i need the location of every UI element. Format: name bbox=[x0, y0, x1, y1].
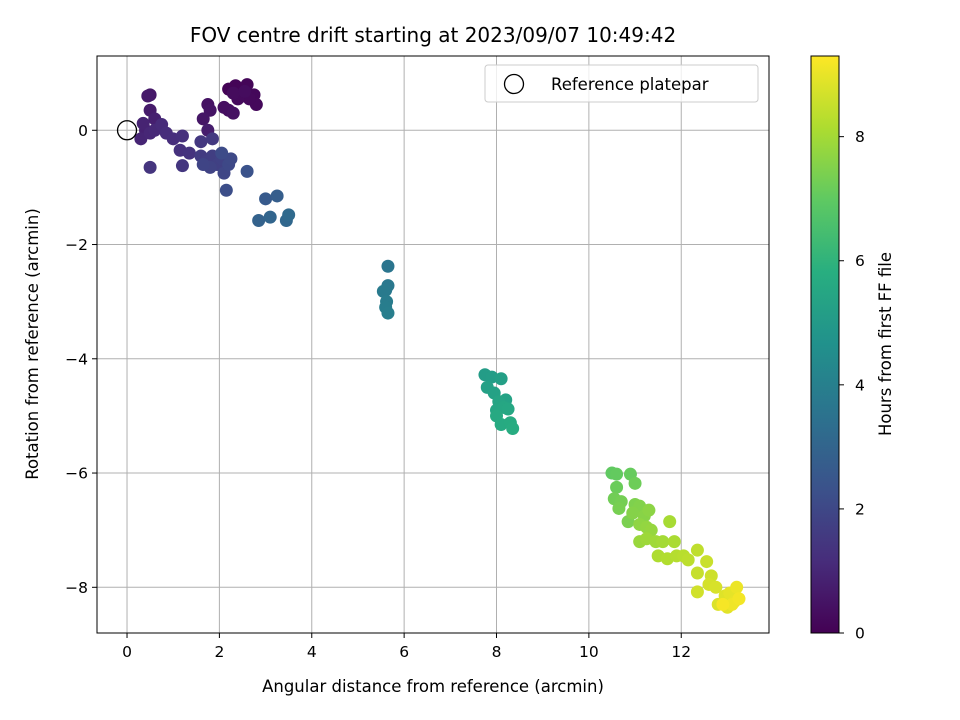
data-point bbox=[282, 208, 296, 222]
data-point bbox=[663, 515, 677, 529]
data-point bbox=[626, 506, 640, 520]
data-point bbox=[263, 210, 277, 224]
colorbar: 0 2 4 6 8 Hours from first FF file bbox=[810, 55, 895, 643]
data-point bbox=[642, 503, 656, 517]
x-tick-label: 0 bbox=[122, 643, 132, 661]
y-tick-label: −4 bbox=[65, 350, 88, 368]
data-point bbox=[175, 129, 189, 143]
data-point bbox=[215, 146, 229, 160]
data-point bbox=[700, 555, 714, 569]
colorbar-tick-label: 6 bbox=[855, 252, 865, 270]
x-tick-label: 12 bbox=[671, 643, 691, 661]
x-tick-label: 8 bbox=[492, 643, 502, 661]
data-point bbox=[175, 159, 189, 173]
colorbar-gradient bbox=[810, 55, 840, 634]
colorbar-tick-label: 0 bbox=[855, 625, 865, 643]
y-axis-label: Rotation from reference (arcmin) bbox=[23, 208, 42, 480]
data-point bbox=[667, 535, 681, 549]
legend-box bbox=[484, 64, 759, 103]
data-point bbox=[194, 135, 208, 149]
y-tick-label: −6 bbox=[65, 465, 88, 483]
data-point bbox=[143, 160, 157, 174]
data-point bbox=[196, 112, 210, 126]
data-point bbox=[709, 580, 723, 594]
plot-frame bbox=[96, 55, 770, 634]
data-point bbox=[381, 306, 395, 320]
legend-reference-marker bbox=[503, 73, 525, 95]
data-point bbox=[205, 132, 219, 146]
legend-entry-reference: Reference platepar bbox=[551, 75, 709, 94]
reference-marker-group bbox=[116, 120, 138, 141]
data-point bbox=[252, 214, 266, 228]
data-point bbox=[732, 592, 746, 606]
data-point bbox=[136, 116, 150, 130]
colorbar-label: Hours from first FF file bbox=[876, 252, 895, 436]
data-point bbox=[376, 284, 390, 298]
x-tick-label: 4 bbox=[307, 643, 317, 661]
colorbar-tick-label: 8 bbox=[855, 128, 865, 146]
data-point bbox=[656, 535, 670, 549]
y-tick-label: 0 bbox=[78, 122, 88, 140]
y-tick-label: −8 bbox=[65, 579, 88, 597]
data-point bbox=[610, 480, 624, 494]
data-point bbox=[238, 84, 252, 98]
data-point bbox=[381, 259, 395, 273]
x-tick-label: 6 bbox=[399, 643, 409, 661]
data-point bbox=[182, 146, 196, 160]
colorbar-ticks: 0 2 4 6 8 bbox=[839, 128, 865, 643]
x-axis-label: Angular distance from reference (arcmin) bbox=[262, 677, 604, 696]
x-tick-label: 10 bbox=[579, 643, 599, 661]
reference-platepar-marker bbox=[116, 120, 138, 141]
data-point bbox=[259, 192, 273, 206]
x-tick-label: 2 bbox=[214, 643, 224, 661]
colorbar-tick-label: 2 bbox=[855, 500, 865, 518]
data-point bbox=[240, 164, 254, 178]
data-point bbox=[226, 106, 240, 120]
data-point bbox=[506, 421, 520, 435]
data-point bbox=[494, 372, 508, 386]
data-point bbox=[270, 189, 284, 203]
data-point bbox=[628, 476, 642, 490]
data-point bbox=[610, 467, 624, 481]
data-point bbox=[716, 597, 730, 611]
data-point bbox=[690, 543, 704, 557]
data-point bbox=[141, 89, 155, 103]
data-point bbox=[196, 158, 210, 172]
x-axis-ticks: 0 2 4 6 8 10 12 bbox=[122, 633, 691, 661]
data-point bbox=[690, 566, 704, 580]
data-point bbox=[501, 402, 515, 416]
chart-title: FOV centre drift starting at 2023/09/07 … bbox=[190, 23, 676, 47]
legend: Reference platepar bbox=[484, 64, 759, 103]
data-point bbox=[219, 183, 233, 197]
y-axis-ticks: 0 −2 −4 −6 −8 bbox=[65, 122, 97, 597]
colorbar-tick-label: 4 bbox=[855, 376, 865, 394]
y-tick-label: −2 bbox=[65, 236, 88, 254]
data-point bbox=[730, 580, 744, 594]
data-point bbox=[612, 501, 626, 515]
data-point bbox=[681, 553, 695, 567]
data-point bbox=[690, 585, 704, 599]
data-points bbox=[134, 78, 746, 614]
data-point bbox=[226, 86, 240, 100]
